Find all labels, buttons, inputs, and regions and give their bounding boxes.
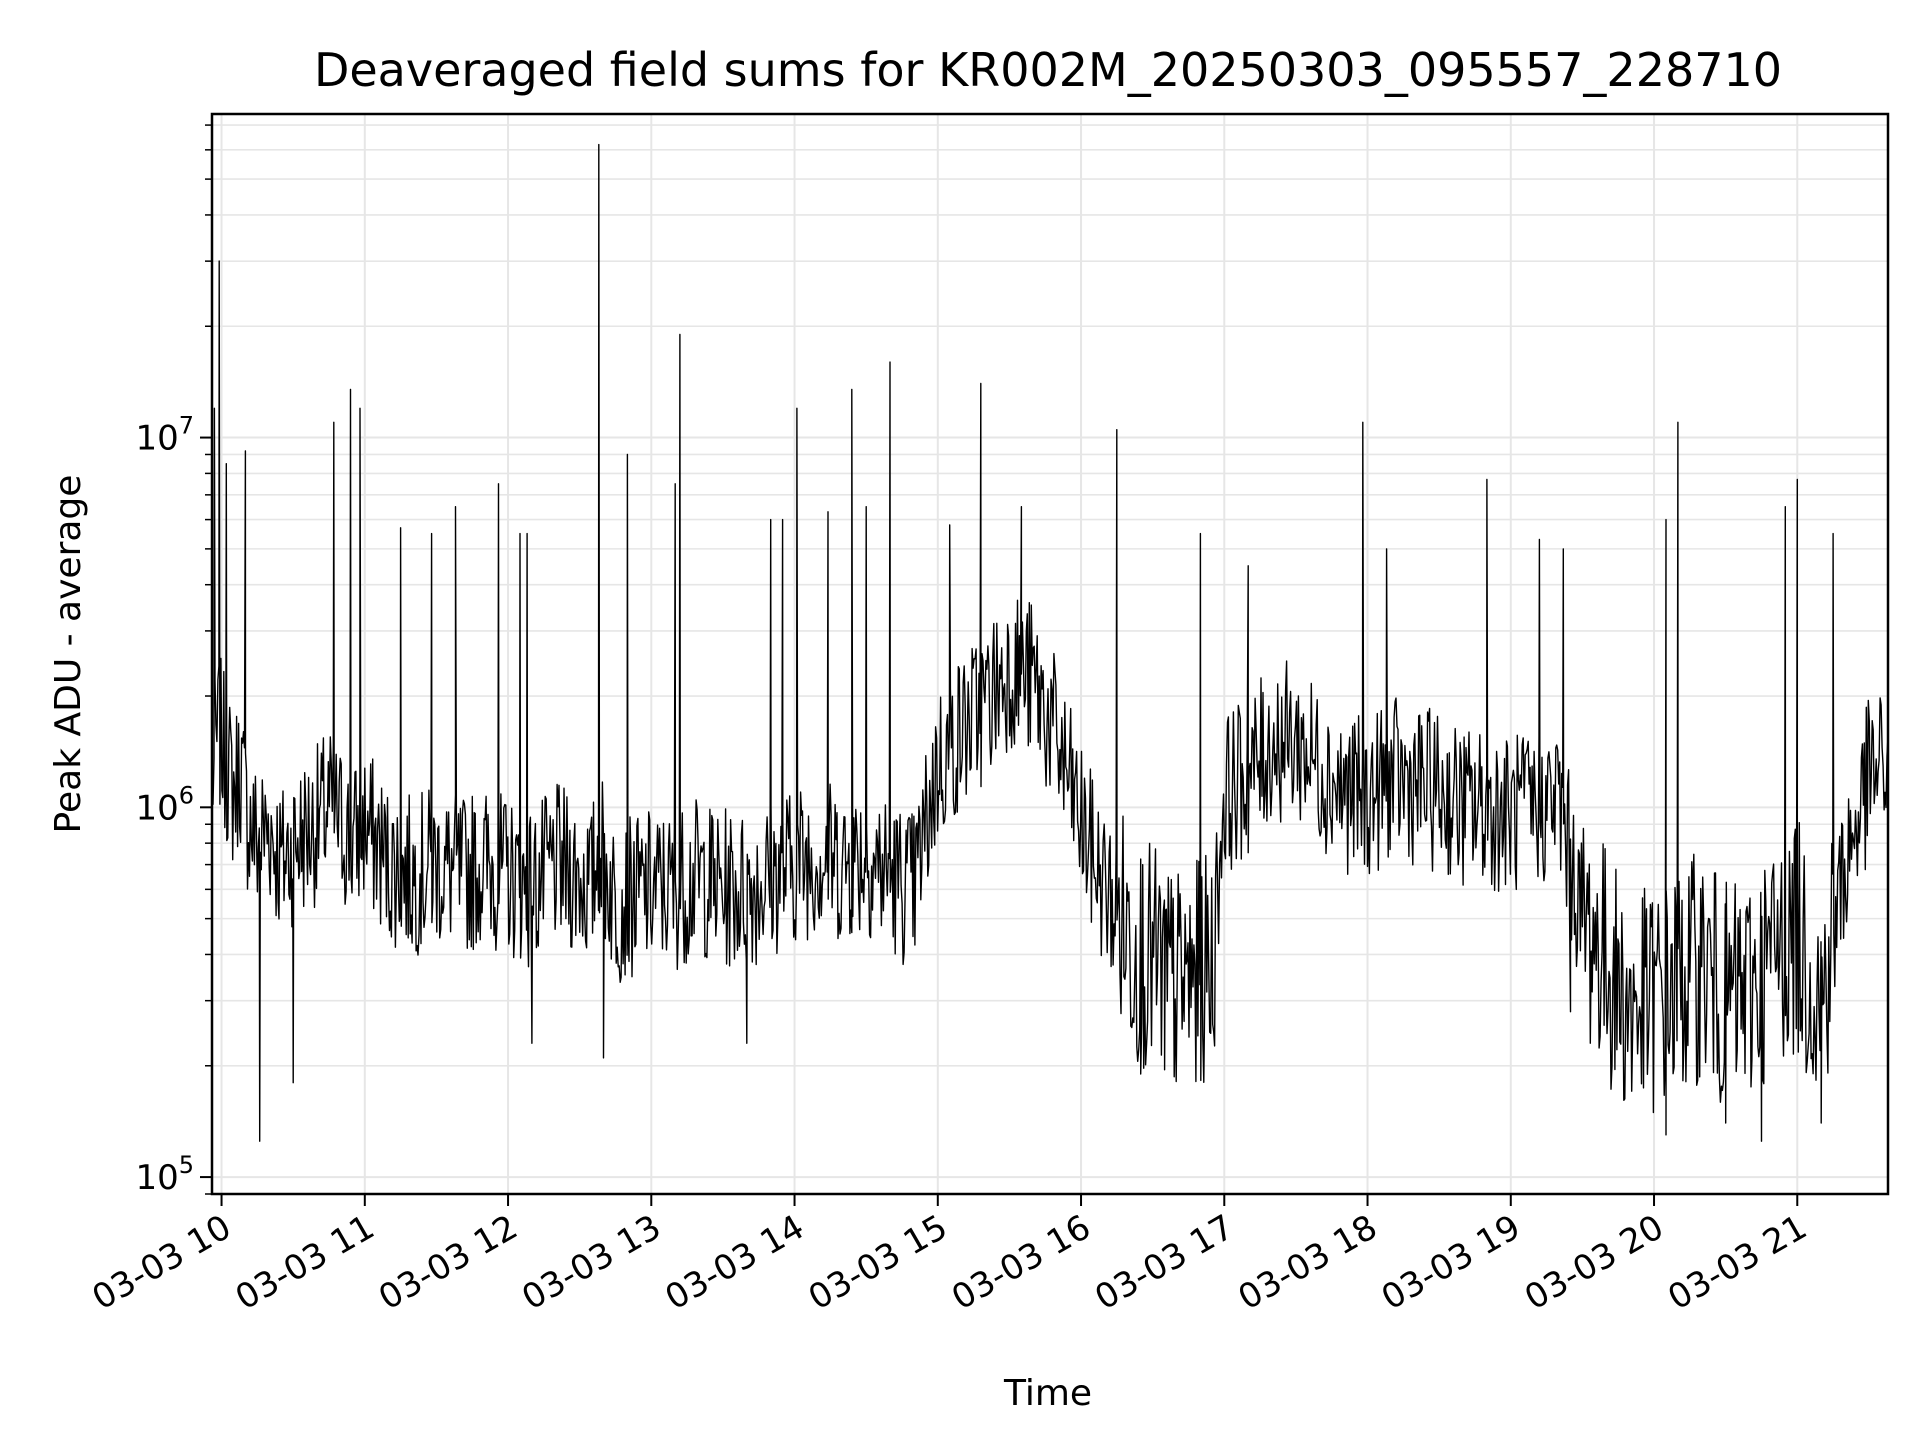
plot-frame bbox=[210, 112, 1890, 1196]
y-axis-label: Peak ADU - average bbox=[48, 475, 89, 834]
x-axis-label: Time bbox=[1003, 1373, 1092, 1414]
gridlines bbox=[212, 114, 1888, 1195]
y-tick-label: 107 bbox=[135, 412, 194, 459]
chart-title: Deaveraged field sums for KR002M_2025030… bbox=[314, 43, 1782, 97]
y-tick-label: 106 bbox=[135, 781, 194, 828]
y-axis: 105 106 107 bbox=[135, 124, 212, 1198]
data-line bbox=[211, 143, 1889, 1142]
series-line bbox=[211, 143, 1889, 1142]
y-tick-label: 105 bbox=[135, 1151, 194, 1198]
